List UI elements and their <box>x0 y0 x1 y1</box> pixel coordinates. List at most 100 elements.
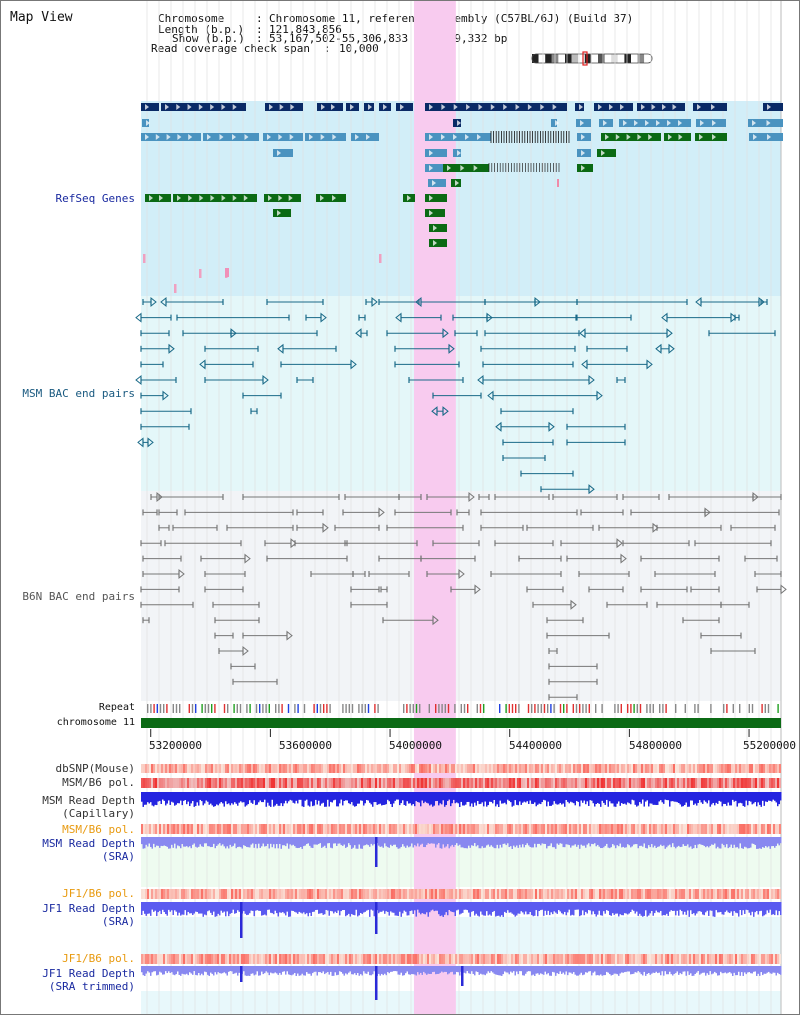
depth-bar <box>231 966 233 972</box>
depth-bar <box>603 902 605 912</box>
depth-bar <box>726 837 728 845</box>
polymorphism-cell <box>317 778 319 788</box>
polymorphism-cell <box>769 764 771 773</box>
polymorphism-cell <box>311 954 313 964</box>
ideogram-band <box>644 54 651 63</box>
polymorphism-cell <box>341 778 343 788</box>
depth-bar <box>159 902 161 911</box>
depth-bar <box>546 792 548 807</box>
polymorphism-cell <box>561 889 563 899</box>
repeat-mark <box>255 704 258 713</box>
gene-arrow-icon <box>515 104 520 110</box>
polymorphism-cell <box>707 778 709 788</box>
depth-bar <box>775 837 777 846</box>
depth-bar <box>444 966 446 972</box>
depth-bar <box>262 837 264 844</box>
polymorphism-cell <box>645 954 647 964</box>
depth-bar <box>519 902 521 914</box>
polymorphism-cell <box>423 824 425 834</box>
polymorphism-cell <box>175 778 177 788</box>
depth-bar <box>562 902 564 915</box>
depth-bar <box>750 837 752 848</box>
depth-bar <box>222 966 224 974</box>
polymorphism-cell <box>523 764 525 773</box>
polymorphism-cell <box>373 778 375 788</box>
depth-bar <box>496 792 498 805</box>
depth-bar <box>366 792 368 800</box>
polymorphism-cell <box>725 764 727 773</box>
polymorphism-cell <box>241 824 243 834</box>
depth-bar <box>448 966 450 974</box>
depth-bar <box>682 792 684 807</box>
gene-block <box>601 133 661 141</box>
depth-bar <box>468 792 470 802</box>
polymorphism-cell <box>451 889 453 899</box>
depth-bar <box>438 966 440 974</box>
depth-bar <box>223 902 225 912</box>
polymorphism-cell <box>695 764 697 773</box>
depth-bar <box>172 792 174 803</box>
depth-bar <box>447 902 449 916</box>
polymorphism-cell <box>207 954 209 964</box>
polymorphism-cell <box>229 764 231 773</box>
depth-bar <box>258 792 260 803</box>
depth-bar <box>439 966 441 973</box>
repeat-mark <box>223 704 226 713</box>
depth-bar <box>282 902 284 913</box>
polymorphism-cell <box>375 954 377 964</box>
repeat-mark <box>150 704 152 713</box>
depth-bar <box>379 792 381 804</box>
polymorphism-cell <box>545 954 547 964</box>
depth-bar <box>592 792 594 804</box>
depth-bar <box>189 837 191 847</box>
depth-bar <box>295 902 297 913</box>
depth-bar <box>324 902 326 915</box>
depth-bar <box>277 902 279 917</box>
depth-bar <box>430 902 432 911</box>
depth-bar <box>628 966 630 972</box>
polymorphism-cell <box>757 954 759 964</box>
polymorphism-cell <box>181 824 183 834</box>
depth-bar <box>192 966 194 975</box>
polymorphism-cell <box>527 954 529 964</box>
polymorphism-cell <box>627 824 629 834</box>
polymorphism-cell <box>673 764 675 773</box>
polymorphism-cell <box>605 764 607 773</box>
depth-bar <box>720 837 722 849</box>
depth-bar <box>174 902 176 911</box>
depth-bar <box>280 966 282 975</box>
depth-bar <box>573 837 575 846</box>
depth-bar <box>325 902 327 910</box>
polymorphism-cell <box>653 889 655 899</box>
depth-bar <box>372 966 374 975</box>
depth-bar <box>204 902 206 915</box>
depth-bar <box>280 837 282 849</box>
polymorphism-cell <box>433 954 435 964</box>
depth-bar <box>511 966 513 973</box>
polymorphism-cell <box>643 764 645 773</box>
polymorphism-cell <box>147 778 149 788</box>
polymorphism-cell <box>171 824 173 834</box>
polymorphism-cell <box>529 889 531 899</box>
depth-bar <box>664 792 666 800</box>
depth-bar <box>142 902 144 911</box>
depth-bar <box>667 966 669 975</box>
polymorphism-cell <box>495 889 497 899</box>
depth-bar <box>616 792 618 804</box>
depth-bar <box>381 902 383 912</box>
polymorphism-cell <box>723 764 725 773</box>
polymorphism-cell <box>559 889 561 899</box>
depth-bar <box>763 837 765 848</box>
polymorphism-cell <box>169 764 171 773</box>
polymorphism-cell <box>249 954 251 964</box>
depth-bar <box>439 792 441 804</box>
polymorphism-cell <box>183 954 185 964</box>
polymorphism-cell <box>689 764 691 773</box>
depth-bar <box>603 792 605 803</box>
polymorphism-cell <box>391 889 393 899</box>
depth-bar <box>357 792 359 804</box>
polymorphism-cell <box>747 824 749 834</box>
depth-bar <box>687 902 689 911</box>
bac-end-arrow-icon <box>646 359 653 370</box>
